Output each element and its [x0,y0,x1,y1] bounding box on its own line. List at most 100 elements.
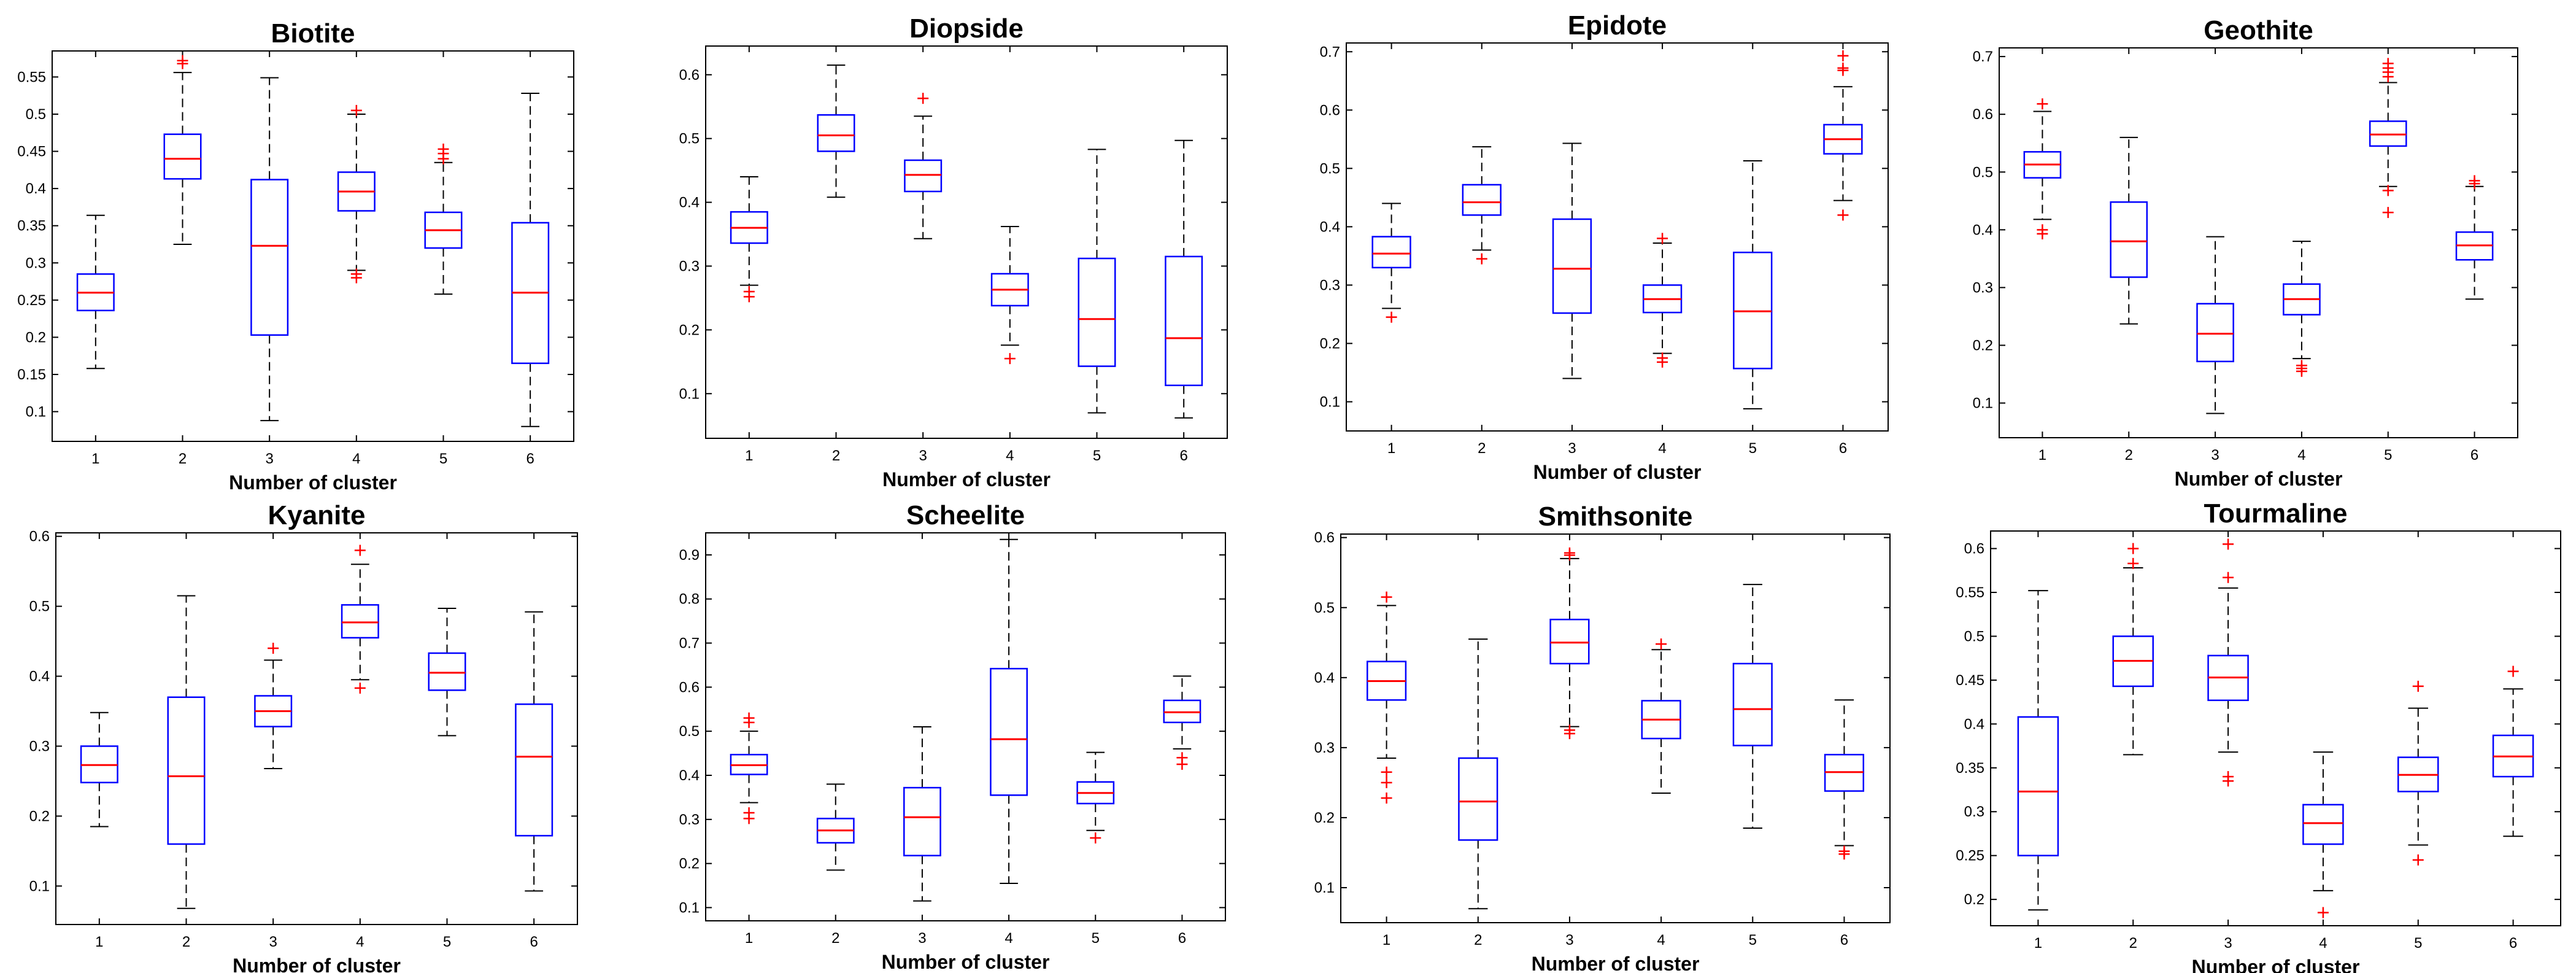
box-cluster-5 [2369,58,2407,219]
outlier-marker [1837,209,1849,221]
box-cluster-3 [250,77,289,422]
y-tick-label: 0.6 [1964,541,1984,557]
box-cluster-6 [515,611,553,892]
box-cluster-3 [2207,538,2249,787]
x-tick-label: 2 [2125,447,2133,463]
box-cluster-5 [428,608,466,737]
y-tick-label: 0.3 [679,258,700,274]
x-tick-label: 2 [832,448,840,464]
x-tick-label: 5 [1749,932,1757,948]
y-tick-label: 0.35 [1956,760,1984,777]
x-tick-label: 1 [745,930,753,947]
outlier-marker [2296,365,2307,377]
y-tick-label: 0.4 [1320,219,1340,235]
y-tick-label: 0.4 [679,767,700,784]
box-cluster-1 [1371,203,1411,323]
box-cluster-2 [2110,136,2148,325]
outlier-marker [2037,228,2048,239]
y-tick-label: 0.4 [1314,670,1335,686]
y-tick-label: 0.4 [1964,716,1984,732]
outlier-marker [2507,665,2519,677]
x-tick-label: 3 [919,448,927,464]
iqr-box [341,604,379,639]
y-tick-label: 0.2 [679,322,700,338]
y-tick-label: 0.45 [17,144,46,160]
y-tick-label: 0.3 [679,812,700,828]
box-cluster-6 [2455,175,2494,300]
x-tick-label: 4 [1657,932,1665,948]
outlier-marker [350,104,362,116]
outlier-marker [2223,538,2234,550]
box-cluster-4 [2302,751,2344,918]
box-cluster-2 [817,64,855,198]
panel-kyanite: Kyanite Number of cluster 0.1 0.2 0.3 0.4 0.5 0… [29,500,578,973]
box-cluster-6 [511,93,550,427]
outlier-marker [1657,233,1668,244]
y-tick-label: 0.1 [679,899,700,916]
x-tick-label: 6 [1840,932,1848,948]
x-tick-label: 5 [443,934,451,950]
outlier-marker [1838,848,1850,860]
outlier-marker [350,268,362,280]
x-tick-label: 1 [745,448,753,464]
x-tick-label: 6 [1179,448,1187,464]
outlier-marker [1657,356,1668,368]
outlier-marker [743,716,755,728]
iqr-box [1552,218,1592,314]
y-tick-label: 0.2 [1320,335,1340,352]
x-tick-label: 3 [1565,932,1573,948]
x-axis-label-tourmaline: Number of cluster [2192,956,2360,973]
x-tick-label: 4 [2297,447,2305,463]
x-axis-label-biotite: Number of cluster [229,471,397,494]
y-tick-label: 0.6 [29,529,50,545]
y-tick-label: 0.5 [1320,160,1340,177]
x-axis-label-scheelite: Number of cluster [882,951,1050,973]
plot-frame-smithsonite [1340,533,1891,923]
outlier-marker [2382,185,2394,196]
x-tick-label: 6 [526,451,534,467]
outlier-marker [1381,591,1392,603]
outlier-marker [743,813,755,824]
box-cluster-6 [1823,50,1863,221]
y-tick-label: 0.55 [1956,584,1984,601]
chart-title-kyanite: Kyanite [268,500,366,530]
x-tick-label: 2 [179,451,187,467]
outlier-marker [1837,50,1849,61]
y-tick-label: 0.3 [26,255,46,271]
x-tick-label: 3 [2224,935,2232,952]
box-cluster-2 [1462,146,1502,265]
y-tick-label: 0.6 [1314,530,1335,546]
outlier-marker [743,291,755,303]
x-tick-label: 1 [2038,447,2046,463]
box-cluster-6 [2492,665,2534,837]
x-axis-label-geothite: Number of cluster [2175,468,2343,490]
outlier-marker [2382,58,2394,69]
iqr-box [1732,662,1773,746]
x-tick-label: 2 [2129,935,2137,952]
outlier-marker [177,55,188,66]
box-cluster-1 [2017,590,2059,911]
x-tick-label: 4 [356,934,364,950]
plot-frame-tourmaline [1990,530,2561,926]
x-tick-label: 3 [1568,440,1576,457]
chart-title-smithsonite: Smithsonite [1538,502,1693,532]
y-tick-label: 0.3 [1964,804,1984,820]
iqr-box [2017,716,2059,856]
iqr-box [428,652,466,691]
box-cluster-5 [1078,149,1116,414]
outlier-marker [1564,728,1575,740]
iqr-box [2302,804,2344,845]
x-tick-label: 2 [831,930,839,947]
y-tick-label: 0.1 [29,878,50,894]
y-tick-label: 0.5 [679,131,700,147]
outlier-marker [1004,353,1016,365]
chart-title-epidote: Epidote [1568,10,1667,41]
box-cluster-4 [990,226,1029,365]
box-cluster-4 [1641,638,1681,794]
outlier-marker [1090,832,1101,843]
y-tick-label: 0.45 [1956,672,1984,689]
x-tick-label: 3 [2211,447,2219,463]
outlier-marker [1476,253,1487,265]
y-tick-label: 0.2 [26,329,46,346]
chart-title-scheelite: Scheelite [906,500,1025,530]
